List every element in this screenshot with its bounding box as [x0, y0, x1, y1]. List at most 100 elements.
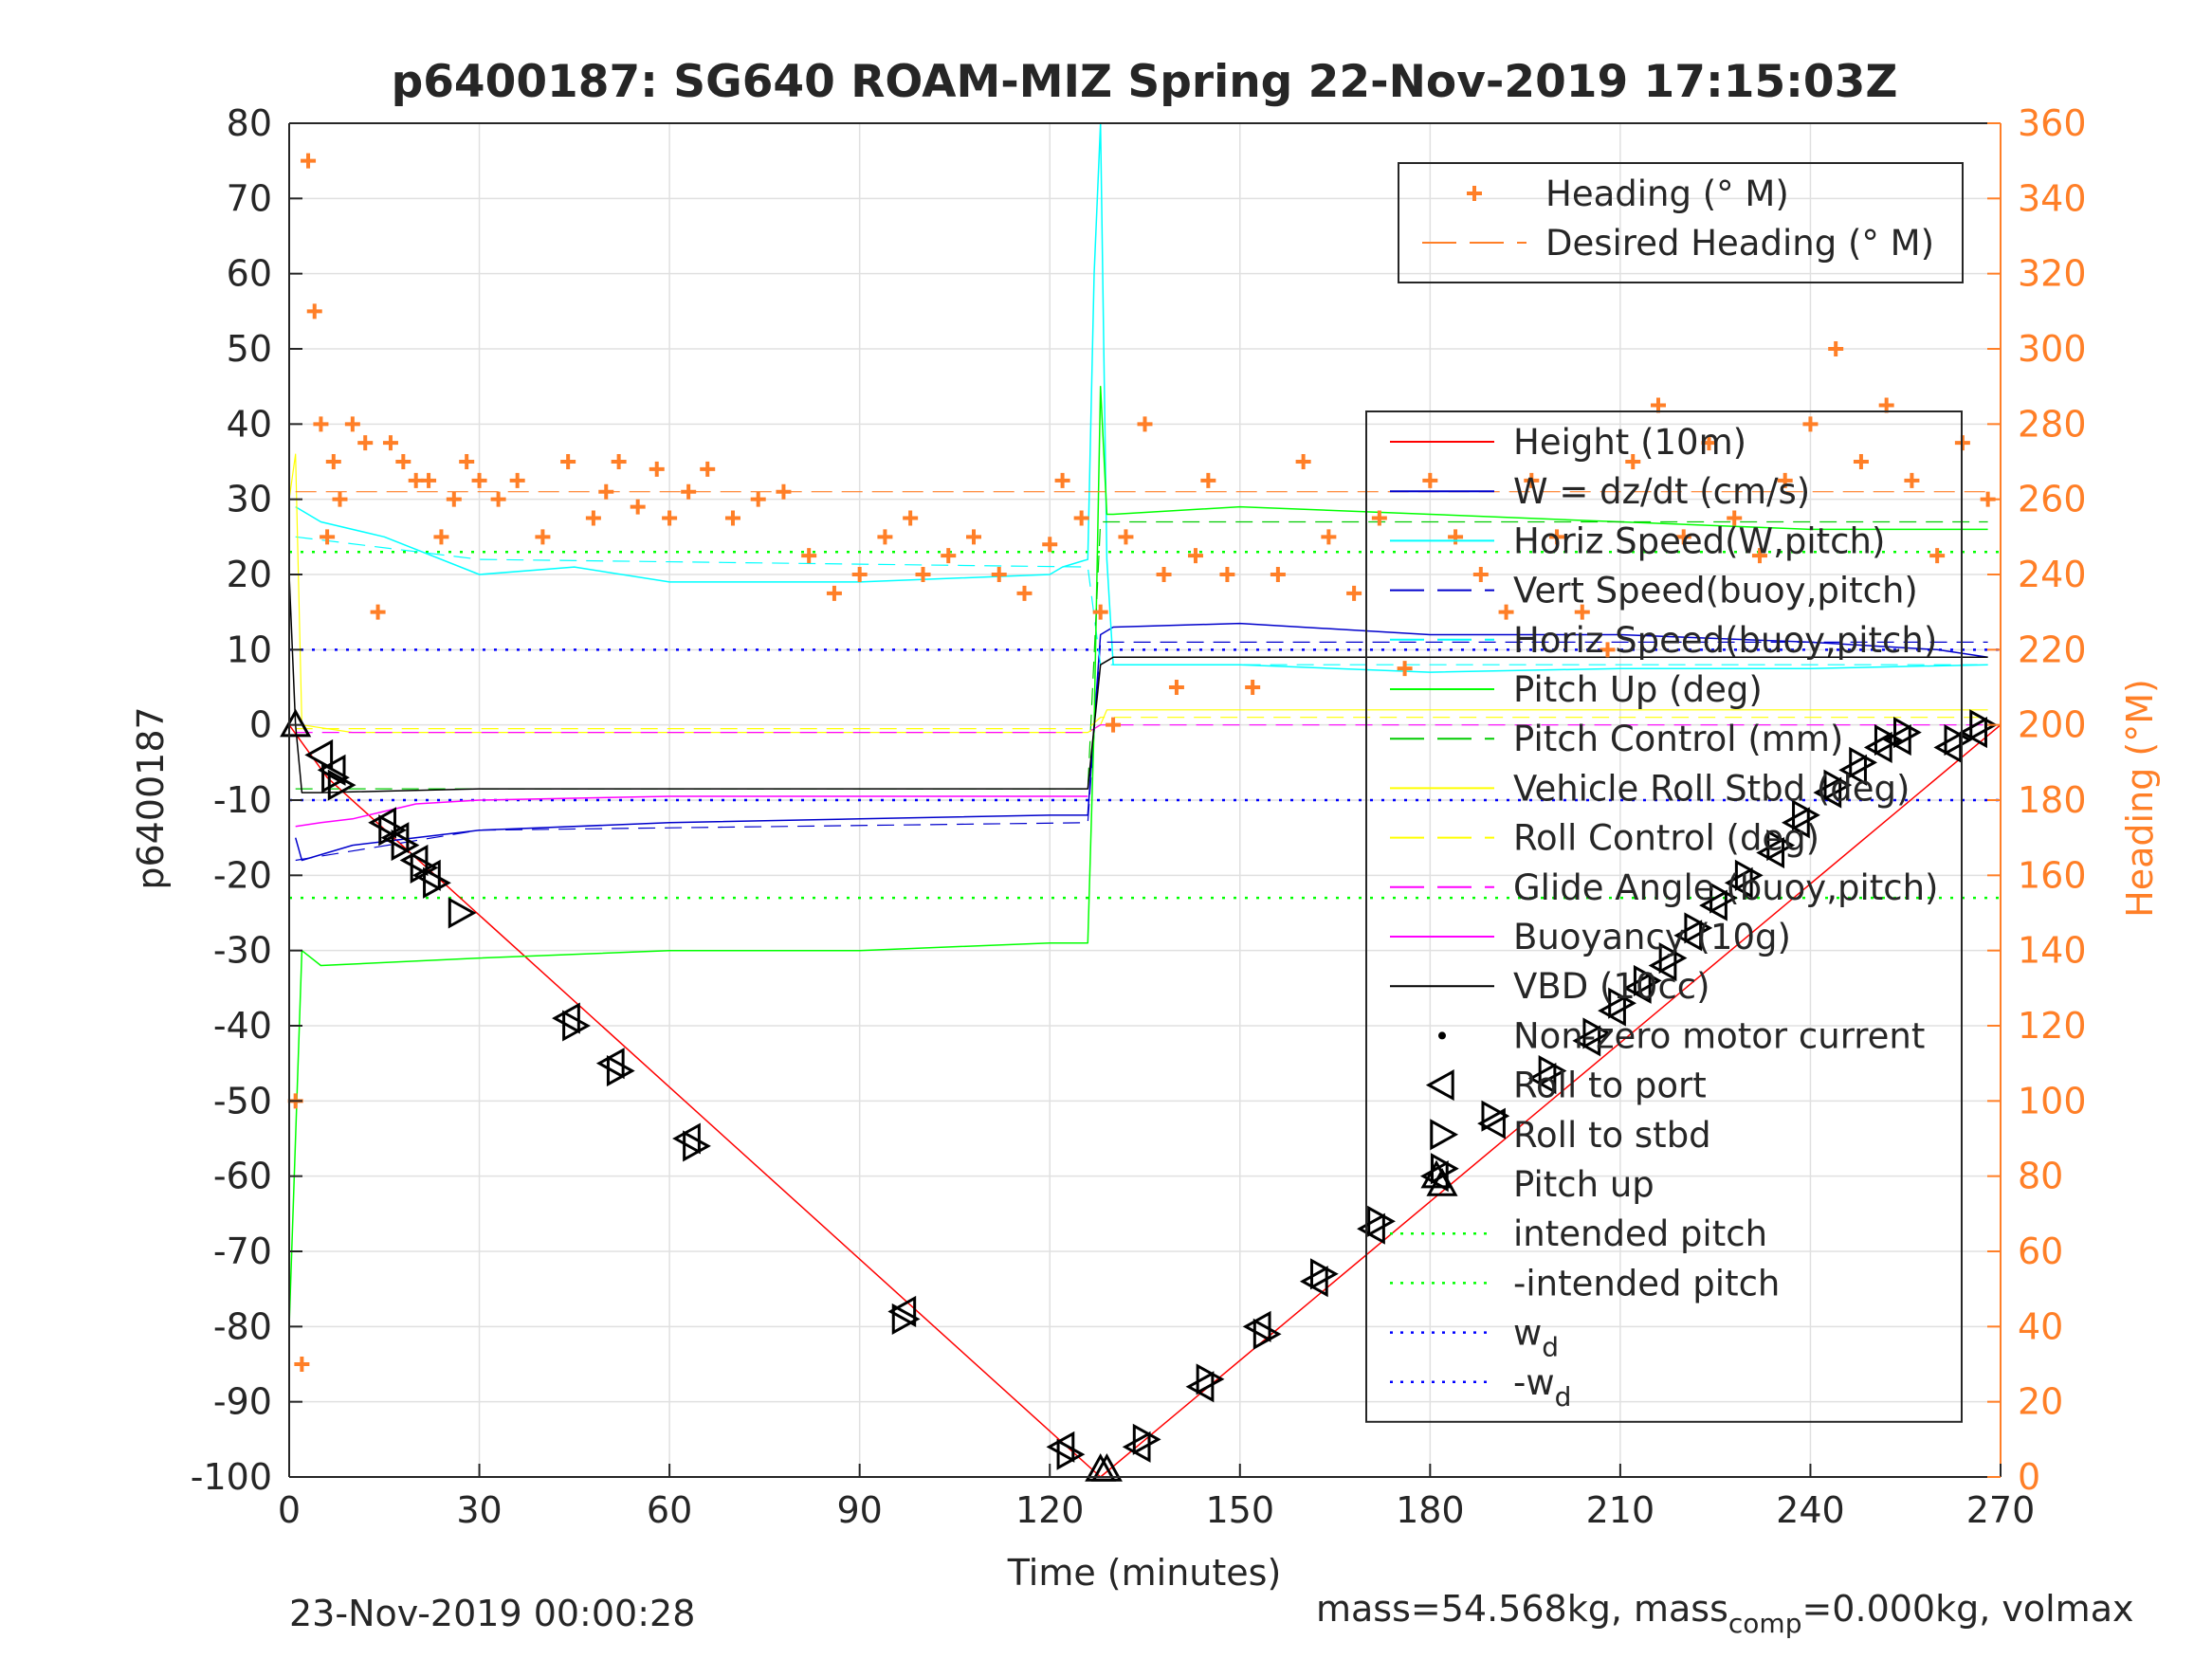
heading-point: [1092, 604, 1108, 620]
x-tick-label: 240: [1776, 1489, 1845, 1531]
heading-point: [433, 529, 449, 545]
heading-point: [535, 529, 551, 545]
footer-right-sub: comp: [1728, 1608, 1802, 1639]
roll-to-stbd-marker: [1481, 1100, 1510, 1132]
legend-heading: Heading (° M) Desired Heading (° M): [1398, 162, 1964, 283]
heading-point: [320, 529, 336, 545]
heading-point: [1574, 604, 1590, 620]
legend-label: intended pitch: [1513, 1213, 1767, 1254]
x-tick-label: 0: [278, 1489, 301, 1531]
y2-tick-label: 120: [2018, 1005, 2087, 1047]
roll-to-stbd-marker: [1132, 1423, 1161, 1455]
legend-label: -wd: [1513, 1362, 1571, 1413]
y-tick-label: -50: [213, 1080, 272, 1121]
roll-to-stbd-marker: [1367, 1205, 1396, 1237]
roll-to-port-marker: [552, 1002, 580, 1034]
heading-point: [1701, 435, 1717, 451]
y-tick-label: -60: [213, 1156, 272, 1197]
y2-tick-label: 300: [2018, 328, 2087, 370]
roll-to-stbd-marker: [1849, 746, 1878, 778]
heading-point: [1600, 642, 1616, 658]
series-layer: [287, 122, 2002, 1478]
roll-to-port-marker: [317, 754, 346, 786]
roll-to-port-marker: [1622, 972, 1652, 1004]
heading-series: [287, 153, 1996, 1372]
heading-point: [344, 416, 360, 432]
roll-to-port-marker: [672, 1122, 701, 1155]
heading-point: [1422, 472, 1438, 488]
heading-point: [724, 510, 740, 526]
roll-to-port-marker: [1756, 836, 1785, 869]
heading-point: [1073, 510, 1089, 526]
heading-point: [966, 529, 981, 545]
pitch-up-marker: [1090, 1452, 1123, 1482]
heading-point: [332, 491, 348, 507]
heading-point: [877, 529, 893, 545]
y2-tick-label: 240: [2018, 554, 2087, 595]
footer-right-main: mass=54.568kg, mass: [1316, 1588, 1728, 1630]
roll-to-port-marker: [380, 822, 410, 854]
marker-layer: [280, 708, 1999, 1482]
roll-to-stbd-marker: [1252, 1318, 1282, 1350]
y2-tick-label: 260: [2018, 479, 2087, 520]
roll-to-stbd-marker: [1874, 723, 1903, 757]
legend-swatch: [1426, 1167, 1458, 1196]
heading-point: [471, 472, 487, 488]
roll-to-port-marker: [1882, 723, 1911, 757]
roll-to-port-marker: [1527, 1062, 1557, 1095]
y2-tick-label: 220: [2018, 629, 2087, 670]
y2-tick-label: 80: [2018, 1156, 2063, 1197]
roll-to-stbd-marker: [1582, 1017, 1612, 1049]
legend-label: Vehicle Roll Stbd (deg): [1513, 768, 1910, 809]
roll-to-stbd-marker: [1633, 964, 1662, 996]
legend-label: Horiz Speed(buoy,pitch): [1513, 620, 1937, 661]
roll-to-port-marker: [1933, 731, 1963, 764]
heading-point: [1929, 548, 1946, 564]
heading-point: [1625, 454, 1641, 469]
y-tick-label: -40: [213, 1005, 272, 1047]
legend-label: Pitch Up (deg): [1513, 669, 1763, 710]
heading-point: [1524, 472, 1540, 488]
series-line: [288, 574, 1988, 793]
heading-point: [1137, 416, 1153, 432]
y-tick-label: 30: [227, 479, 272, 520]
roll-to-port-marker: [1673, 920, 1703, 952]
footer-right-tail: =0.000kg, volmax: [1801, 1588, 2133, 1630]
roll-to-stbd-marker: [327, 769, 356, 801]
heading-point: [301, 153, 317, 169]
heading-point: [294, 1357, 310, 1372]
heading-point: [630, 499, 646, 515]
heading-point: [1904, 472, 1920, 488]
roll-to-port-marker: [1185, 1371, 1215, 1403]
roll-to-stbd-marker: [1766, 830, 1796, 862]
heading-point: [991, 567, 1007, 582]
legend-label: W = dz/dt (cm/s): [1513, 471, 1810, 512]
legend-box: [1365, 410, 1963, 1423]
legend-swatch: [1430, 1119, 1459, 1151]
y-tick-label: -10: [213, 779, 272, 821]
y2-axis-label: Heading (°M): [2119, 679, 2161, 918]
roll-to-stbd-marker: [1709, 882, 1738, 914]
roll-to-stbd-marker: [391, 830, 420, 862]
y-tick-label: -30: [213, 930, 272, 972]
heading-point: [826, 585, 842, 601]
roll-to-stbd-marker: [1196, 1363, 1225, 1395]
legend-label: Pitch up: [1513, 1164, 1654, 1205]
heading-point: [1156, 567, 1172, 582]
heading-point: [325, 454, 341, 469]
footer-right: mass=54.568kg, masscomp=0.000kg, volmax: [1316, 1588, 2133, 1639]
heading-point: [1118, 529, 1134, 545]
heading-point: [1853, 454, 1869, 469]
roll-to-port-marker: [399, 844, 429, 877]
heading-point: [1219, 567, 1235, 582]
chart-title: p6400187: SG640 ROAM-MIZ Spring 22-Nov-2…: [392, 56, 1898, 108]
legend-main: Height (10m) W = dz/dt (cm/s) Horiz Speed(…: [1365, 410, 1963, 1423]
roll-to-port-marker: [1299, 1266, 1328, 1298]
y-tick-label: 60: [227, 253, 272, 295]
heading-point: [1727, 510, 1743, 526]
heading-point: [1751, 548, 1767, 564]
x-tick-label: 90: [836, 1489, 882, 1531]
heading-point: [490, 491, 506, 507]
series-line: [288, 724, 2002, 1478]
